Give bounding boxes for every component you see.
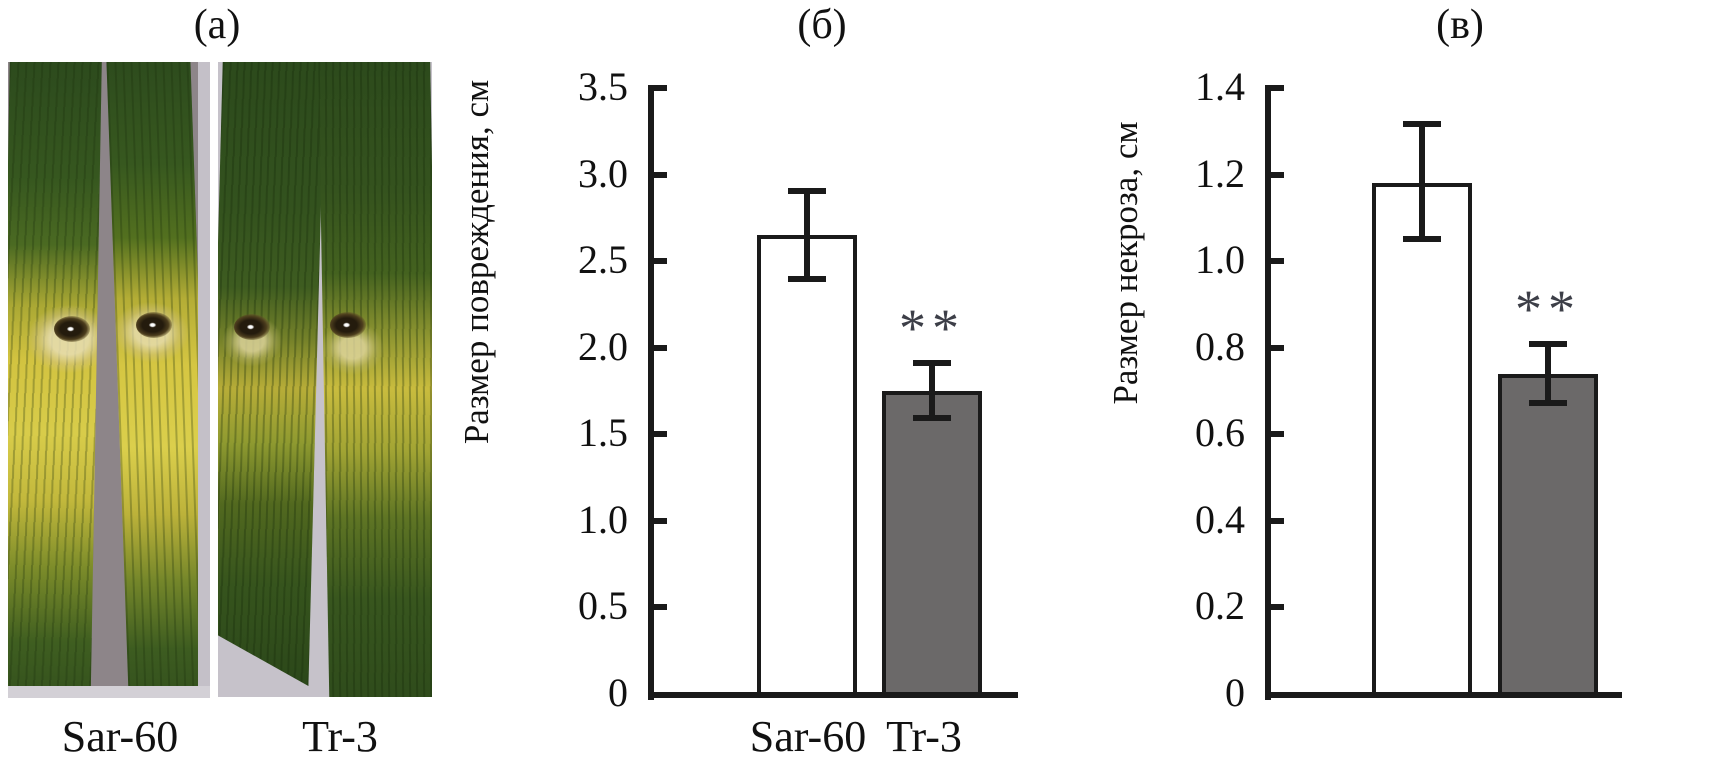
y-axis-tick [654, 171, 667, 178]
y-axis-tick [654, 258, 667, 265]
error-bar [929, 361, 935, 419]
y-tick-label: 2.0 [578, 323, 628, 369]
error-bar-cap-top [913, 359, 951, 366]
y-axis-tick [1271, 85, 1284, 91]
y-tick-label: 3.0 [578, 150, 628, 196]
y-axis-tick [1271, 171, 1284, 178]
error-bar [1545, 343, 1551, 404]
category-label-tr-3: Tr-3 [886, 712, 962, 761]
significance-marker: ** [899, 297, 965, 358]
y-tick-label: 1.4 [1195, 64, 1245, 109]
y-axis-tick [1271, 258, 1284, 265]
leaf-photo-tr-3 [218, 62, 432, 697]
error-bar [804, 190, 810, 281]
y-tick-label: 1.0 [578, 496, 628, 542]
category-label-sar-60: Sar-60 [749, 712, 867, 761]
lesion-spot [330, 312, 366, 338]
y-tick-label: 0 [1225, 670, 1245, 715]
y-axis-tick [1271, 517, 1284, 524]
y-axis-tick [654, 517, 667, 524]
error-bar-cap-top [788, 188, 826, 195]
panel-v-title: (в) [1436, 2, 1484, 48]
y-axis-line [1265, 85, 1271, 700]
y-axis-tick [654, 85, 667, 91]
error-bar-cap-bottom [1529, 399, 1567, 406]
bar-tr-3 [882, 391, 982, 696]
photo-label-sar-60: Sar-60 [61, 712, 179, 761]
y-axis-tick [1271, 431, 1284, 438]
y-axis-tick [654, 344, 667, 351]
y-tick-label: 0.4 [1195, 496, 1245, 542]
y-tick-label: 0.2 [1195, 583, 1245, 629]
y-tick-label: 1.0 [1195, 237, 1245, 283]
lesion-spot [54, 316, 90, 342]
y-tick-label: 1.2 [1195, 150, 1245, 196]
photo-background [198, 62, 210, 698]
y-axis-tick [654, 431, 667, 438]
leaf-photo-sar-60 [8, 62, 210, 698]
error-bar-cap-bottom [913, 414, 951, 421]
lesion-spot [234, 314, 270, 340]
photo-background [8, 686, 210, 698]
y-axis-line [648, 85, 654, 700]
photo-label-tr-3: Tr-3 [302, 712, 378, 761]
error-bar-cap-top [1403, 120, 1441, 127]
y-tick-label: 2.5 [578, 237, 628, 283]
y-tick-label: 0 [608, 670, 628, 715]
bar-tr-3 [1498, 373, 1598, 696]
y-tick-label: 0.8 [1195, 323, 1245, 369]
lesion-spot [136, 312, 172, 338]
y-axis-tick [654, 604, 667, 611]
panel-b-title: (б) [797, 2, 847, 48]
y-axis-tick [1271, 604, 1284, 611]
y-tick-label: 3.5 [578, 64, 628, 109]
error-bar-cap-top [1529, 341, 1567, 348]
error-bar [1419, 122, 1425, 240]
y-tick-label: 0.6 [1195, 410, 1245, 456]
y-tick-label: 0.5 [578, 583, 628, 629]
significance-marker: ** [1515, 279, 1581, 340]
y-tick-label: 1.5 [578, 410, 628, 456]
bar-sar-60 [1372, 183, 1472, 696]
y-axis-tick [1271, 344, 1284, 351]
panel-a-title: (а) [193, 2, 241, 48]
error-bar-cap-bottom [1403, 235, 1441, 242]
error-bar-cap-bottom [788, 276, 826, 283]
